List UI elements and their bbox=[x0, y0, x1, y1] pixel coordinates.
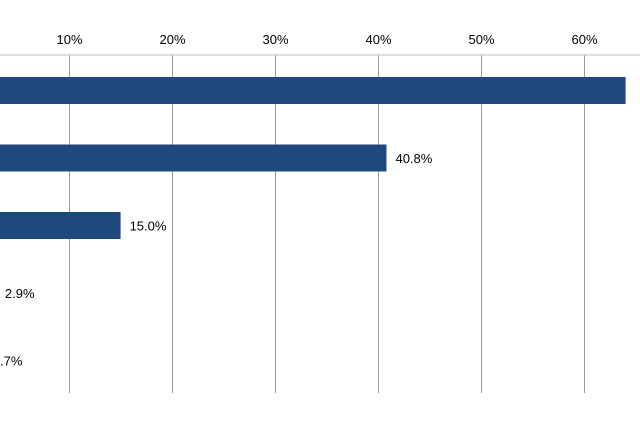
value-label: .7% bbox=[0, 354, 23, 369]
x-tick-label: 20% bbox=[159, 32, 185, 47]
bar bbox=[0, 212, 121, 239]
value-label: 40.8% bbox=[395, 151, 432, 166]
x-tick-label: 30% bbox=[262, 32, 288, 47]
value-labels: 40.8% 15.0% 2.9% .7% bbox=[0, 151, 433, 369]
x-tick-label: 50% bbox=[468, 32, 494, 47]
bar bbox=[0, 77, 626, 104]
bar bbox=[0, 144, 387, 172]
bars bbox=[0, 77, 626, 239]
value-label: 2.9% bbox=[5, 286, 35, 301]
gridlines bbox=[69, 55, 585, 393]
x-tick-label: 40% bbox=[365, 32, 391, 47]
value-label: 15.0% bbox=[130, 219, 167, 234]
x-tick-labels: 10% 20% 30% 40% 50% 60% bbox=[56, 32, 597, 47]
x-tick-label: 10% bbox=[56, 32, 82, 47]
x-tick-label: 60% bbox=[571, 32, 597, 47]
